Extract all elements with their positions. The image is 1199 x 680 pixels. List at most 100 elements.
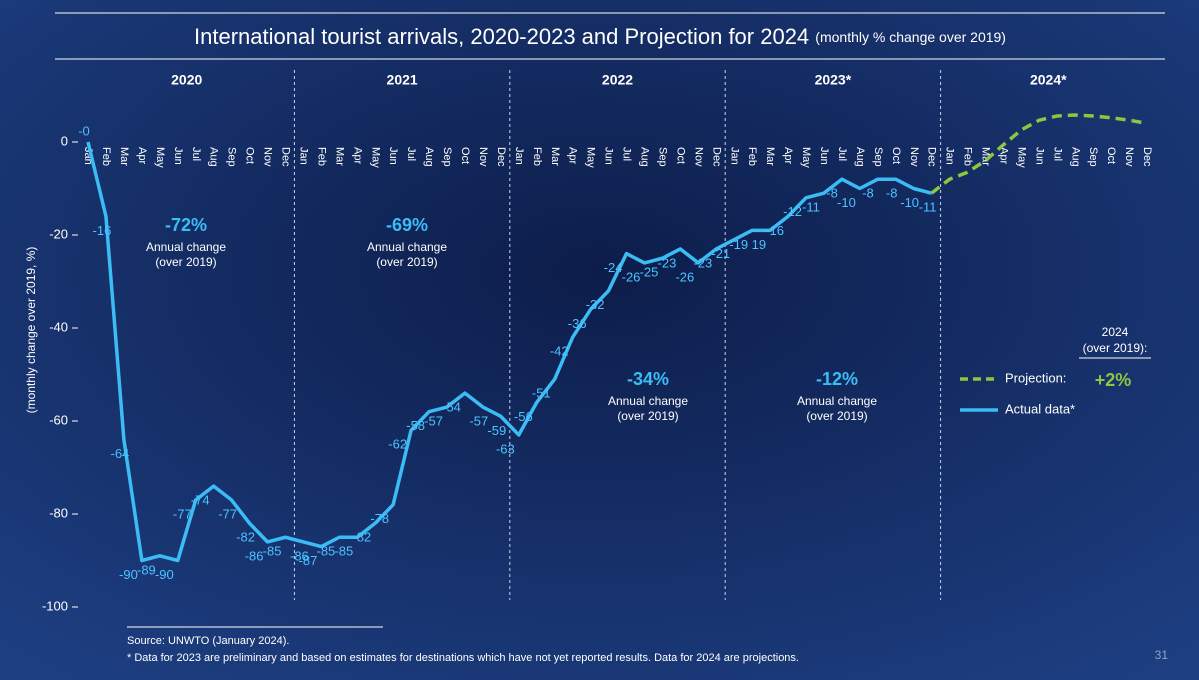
x-tick-label: Apr xyxy=(136,147,148,164)
y-tick-label: -80 xyxy=(49,505,68,520)
x-tick-label: Oct xyxy=(1105,147,1117,164)
year-label: 2023* xyxy=(815,72,852,88)
data-label: -19 xyxy=(729,237,748,252)
x-tick-label: Mar xyxy=(333,147,345,166)
x-tick-label: Mar xyxy=(549,147,561,166)
projection-note-subtitle: (over 2019): xyxy=(1083,341,1148,355)
annual-change-value: -72% xyxy=(165,215,207,235)
data-label: -90 xyxy=(119,567,138,582)
year-label: 2020 xyxy=(171,72,202,88)
y-tick-label: 0 xyxy=(61,133,68,148)
x-tick-label: Sep xyxy=(872,147,884,167)
x-tick-label: May xyxy=(369,147,381,168)
x-tick-label: Nov xyxy=(1123,147,1135,167)
data-label: -23 xyxy=(693,255,712,270)
data-label: -10 xyxy=(837,195,856,210)
data-label: 19 xyxy=(752,237,766,252)
data-label: -90 xyxy=(155,567,174,582)
x-tick-label: Jun xyxy=(818,147,830,165)
data-label: -32 xyxy=(586,297,605,312)
x-tick-label: Feb xyxy=(315,147,327,166)
x-tick-label: May xyxy=(800,147,812,168)
x-tick-label: Feb xyxy=(746,147,758,166)
x-tick-label: Aug xyxy=(423,147,435,167)
data-label: -8 xyxy=(886,186,898,201)
actual-line xyxy=(86,141,933,563)
annual-change-value: -69% xyxy=(386,215,428,235)
projection-note-title: 2024 xyxy=(1102,325,1129,339)
x-tick-label: Jun xyxy=(172,147,184,165)
data-label: -11 xyxy=(919,200,937,215)
x-tick-label: Oct xyxy=(459,147,471,164)
legend-label: Projection: xyxy=(1005,370,1066,385)
x-tick-label: Dec xyxy=(495,147,507,167)
data-label: -56 xyxy=(514,409,533,424)
x-tick-label: Jul xyxy=(836,147,848,161)
source: Source: UNWTO (January 2024). xyxy=(127,635,289,647)
x-tick-label: Jan xyxy=(297,147,309,165)
title: International tourist arrivals, 2020-202… xyxy=(194,24,809,49)
x-tick-label: Jun xyxy=(1033,147,1045,165)
projection-line xyxy=(930,113,1148,195)
data-label: -23 xyxy=(658,255,677,270)
data-label: -0 xyxy=(78,123,90,138)
x-tick-label: Aug xyxy=(854,147,866,167)
x-tick-label: Jan xyxy=(513,147,525,165)
annual-change-text: Annual change xyxy=(367,240,447,254)
x-tick-label: Dec xyxy=(280,147,292,167)
data-label: -42 xyxy=(550,344,569,359)
data-label: -8 xyxy=(826,186,838,201)
data-label: -74 xyxy=(191,493,210,508)
data-label: -16 xyxy=(765,223,784,238)
data-label: -87 xyxy=(299,553,318,568)
data-label: -85 xyxy=(334,544,353,559)
chart-title: International tourist arrivals, 2020-202… xyxy=(194,24,1006,49)
data-label: -58 xyxy=(406,418,425,433)
x-tick-label: Sep xyxy=(441,147,453,167)
y-tick-label: -100 xyxy=(42,598,68,613)
y-tick-label: -60 xyxy=(49,412,68,427)
annual-change-text: Annual change xyxy=(608,394,688,408)
x-tick-label: May xyxy=(154,147,166,168)
x-tick-label: Apr xyxy=(998,147,1010,164)
x-tick-label: Dec xyxy=(926,147,938,167)
x-tick-label: Aug xyxy=(1069,147,1081,167)
data-label: -64 xyxy=(110,446,129,461)
x-tick-label: Jul xyxy=(190,147,202,161)
data-label: -77 xyxy=(218,506,237,521)
data-label: -12 xyxy=(783,204,802,219)
data-label: -8 xyxy=(862,186,874,201)
data-label: -86 xyxy=(290,548,309,563)
data-label: -10 xyxy=(900,195,919,210)
annual-change-note: (over 2019) xyxy=(617,409,678,423)
x-tick-label: Jun xyxy=(603,147,615,165)
data-label: -59 xyxy=(487,423,506,438)
x-tick-label: Jul xyxy=(1051,147,1063,161)
x-tick-label: Jan xyxy=(944,147,956,165)
x-tick-label: Nov xyxy=(477,147,489,167)
y-tick-label: -40 xyxy=(49,319,68,334)
data-label: -89 xyxy=(137,562,156,577)
data-label: -24 xyxy=(604,260,623,275)
year-label: 2022 xyxy=(602,72,633,88)
x-tick-label: Nov xyxy=(262,147,274,167)
annual-change-note: (over 2019) xyxy=(155,255,216,269)
data-label: -62 xyxy=(388,437,407,452)
data-label: -54 xyxy=(442,400,461,415)
subtitle: (monthly % change over 2019) xyxy=(815,29,1006,45)
annual-change-value: -34% xyxy=(627,369,669,389)
data-label: -21 xyxy=(711,246,730,261)
x-tick-label: Oct xyxy=(674,147,686,164)
annual-change-text: Annual change xyxy=(797,394,877,408)
x-tick-label: Apr xyxy=(567,147,579,164)
x-tick-label: Sep xyxy=(656,147,668,167)
x-tick-label: Nov xyxy=(908,147,920,167)
annual-change-note: (over 2019) xyxy=(376,255,437,269)
data-label: -86 xyxy=(245,548,264,563)
annual-change-value: -12% xyxy=(816,369,858,389)
x-tick-label: Jun xyxy=(387,147,399,165)
data-label: -85 xyxy=(316,544,335,559)
x-tick-label: Jul xyxy=(621,147,633,161)
annual-change-text: Annual change xyxy=(146,240,226,254)
